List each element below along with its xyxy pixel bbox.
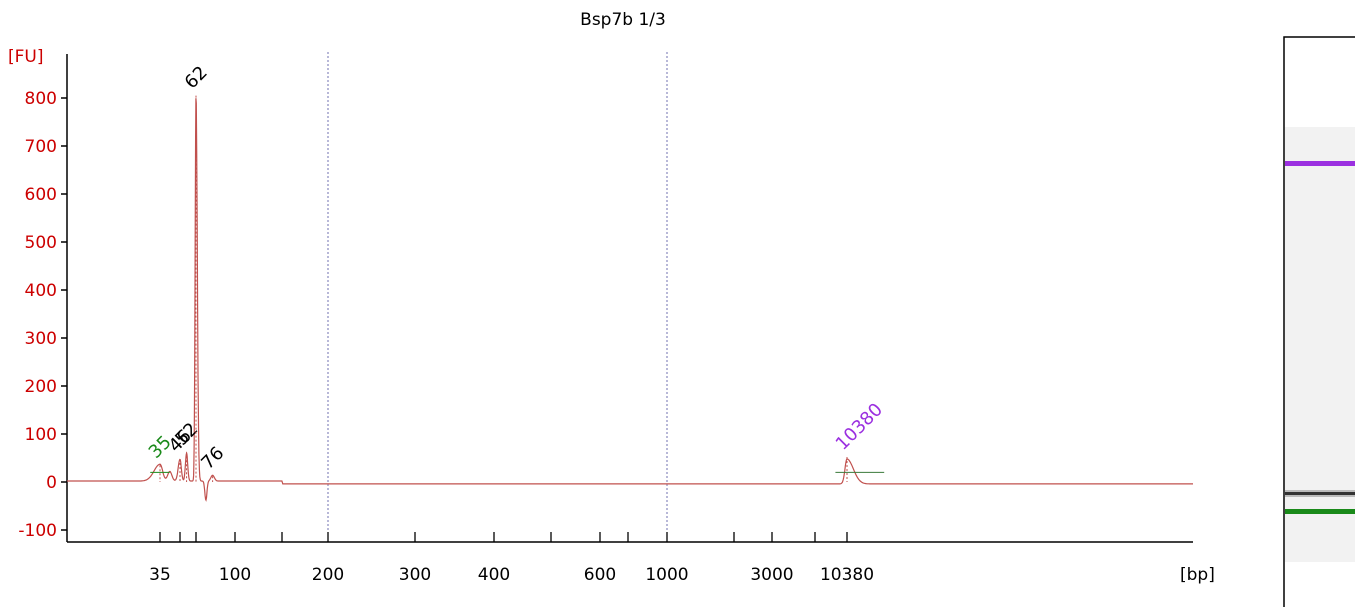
y-axis-label: [FU] bbox=[8, 47, 44, 67]
lower-marker-band bbox=[1285, 509, 1355, 514]
y-tick-label: 100 bbox=[25, 425, 57, 445]
peak-label: 62 bbox=[181, 62, 212, 93]
y-tick-label: 300 bbox=[25, 329, 57, 349]
y-tick-label: 500 bbox=[25, 233, 57, 253]
y-tick-label: 400 bbox=[25, 281, 57, 301]
y-tick-label: 800 bbox=[25, 89, 57, 109]
x-axis-label: [bp] bbox=[1180, 565, 1215, 585]
x-tick-label: 300 bbox=[399, 565, 431, 585]
sample-band bbox=[1285, 492, 1355, 495]
y-tick-label: 200 bbox=[25, 377, 57, 397]
x-axis-ticks: 35 100 200 300 400 600 1000 3000 10380 bbox=[149, 532, 874, 585]
x-tick-label: 600 bbox=[584, 565, 616, 585]
vertical-gridlines bbox=[327, 52, 668, 542]
gel-lane bbox=[1283, 36, 1355, 607]
upper-marker-band bbox=[1285, 161, 1355, 166]
trace-series bbox=[67, 98, 1193, 502]
peak-label: 10380 bbox=[832, 399, 887, 454]
x-tick-label: 200 bbox=[312, 565, 344, 585]
y-tick-label: 700 bbox=[25, 137, 57, 157]
trace-line bbox=[67, 98, 1193, 502]
y-tick-label: 0 bbox=[46, 473, 57, 493]
chart-title: Bsp7b 1/3 bbox=[580, 10, 666, 30]
y-tick-label: 600 bbox=[25, 185, 57, 205]
x-tick-label: 3000 bbox=[750, 565, 793, 585]
y-axis-ticks: -100 0 100 200 300 400 500 600 700 800 bbox=[18, 89, 67, 541]
gel-background bbox=[1285, 127, 1355, 562]
peak-label: 76 bbox=[197, 443, 228, 474]
x-tick-label: 400 bbox=[478, 565, 510, 585]
x-tick-label: 100 bbox=[219, 565, 251, 585]
x-tick-label: 35 bbox=[149, 565, 171, 585]
y-tick-label: -100 bbox=[18, 521, 57, 541]
x-tick-label: 10380 bbox=[820, 565, 874, 585]
x-tick-label: 1000 bbox=[645, 565, 688, 585]
